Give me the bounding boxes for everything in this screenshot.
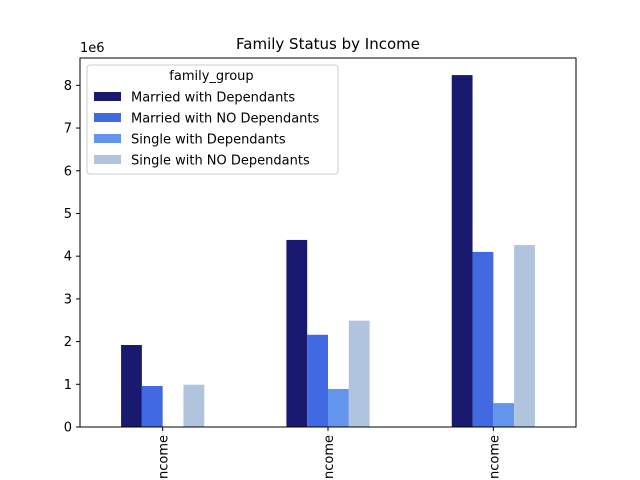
y-tick-label: 8 [64, 79, 72, 94]
legend-label: Married with Dependants [131, 91, 295, 106]
legend-swatch [94, 113, 121, 122]
y-tick-label: 6 [64, 164, 72, 179]
bar [348, 320, 370, 427]
chart-title: Family Status by Income [236, 35, 420, 53]
y-tick-label: 7 [64, 122, 72, 137]
legend-label: Single with Dependants [131, 133, 286, 148]
legend-label: Married with NO Dependants [131, 112, 319, 127]
x-tick-label: ncome [487, 435, 502, 479]
legend-swatch [94, 92, 121, 101]
y-tick-label: 1 [64, 378, 72, 393]
bar [514, 245, 535, 427]
x-tick-label: ncome [322, 435, 337, 479]
y-scale-label: 1e6 [80, 41, 105, 56]
y-tick-label: 3 [64, 292, 72, 307]
plot-frame [79, 57, 577, 428]
bar [472, 251, 494, 427]
legend-title: family_group [169, 69, 253, 84]
legend-swatch [94, 134, 121, 143]
legend-box [86, 64, 339, 175]
legend: family_group Married with Dependants Marri… [86, 64, 339, 175]
y-tick-label: 2 [64, 335, 72, 350]
bar [121, 345, 142, 427]
y-tick-label: 0 [64, 421, 72, 436]
bar [307, 334, 328, 427]
y-tick-label: 5 [64, 207, 72, 222]
bar [183, 384, 205, 427]
legend-swatch [94, 155, 121, 164]
bar [286, 239, 308, 427]
bar [493, 403, 515, 427]
legend-label: Single with NO Dependants [131, 154, 310, 169]
bars-group [121, 75, 535, 427]
bar [451, 75, 473, 427]
y-axis: 0 1 2 3 4 5 6 7 8 [64, 79, 80, 436]
y-tick-label: 4 [64, 250, 72, 265]
bar [141, 386, 163, 427]
x-axis: ncome ncome ncome [157, 427, 502, 479]
bar [328, 388, 349, 427]
x-tick-label: ncome [157, 435, 172, 479]
